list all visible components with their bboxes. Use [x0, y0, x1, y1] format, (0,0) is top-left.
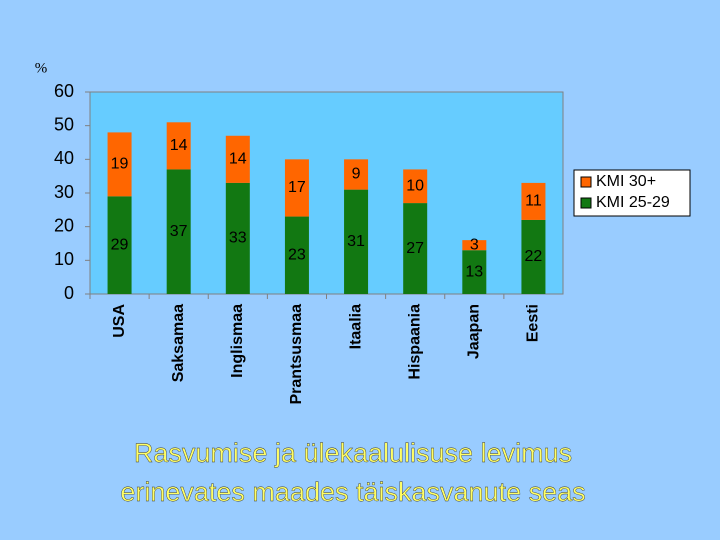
data-label: 23 — [288, 247, 306, 264]
y-axis-label: % — [35, 60, 48, 76]
data-label: 31 — [347, 233, 365, 250]
data-label: 11 — [525, 193, 542, 210]
legend-box — [573, 169, 691, 217]
data-label: 29 — [111, 236, 129, 253]
bar-segment — [462, 240, 487, 251]
legend-swatch — [580, 197, 592, 209]
bar-segment — [225, 135, 250, 183]
title-line: Rasvumise ja ülekaalulisuse levimus — [134, 438, 572, 468]
bar-segment — [521, 219, 546, 294]
bar-segment — [462, 250, 487, 294]
y-tick-label: 40 — [54, 148, 74, 168]
data-label: 37 — [170, 223, 188, 240]
x-tick-label: Itaalia — [347, 304, 364, 349]
bar-segment — [344, 159, 369, 190]
y-tick-label: 20 — [54, 215, 74, 235]
data-label: 17 — [288, 179, 306, 196]
data-label: 27 — [406, 240, 424, 257]
y-tick-label: 0 — [64, 283, 74, 303]
bar-segment — [344, 189, 369, 294]
bar-segment — [521, 182, 546, 220]
bar-segment — [166, 169, 191, 294]
data-label: 10 — [406, 177, 424, 194]
x-tick-label: Eesti — [525, 304, 542, 342]
plot-area — [89, 91, 564, 295]
y-tick-label: 30 — [54, 182, 74, 202]
data-label: 33 — [229, 230, 247, 247]
legend-swatch — [580, 176, 592, 188]
legend-label: KMI 25-29 — [596, 194, 670, 211]
y-tick-label: 10 — [54, 249, 74, 269]
x-tick-label: Saksamaa — [170, 304, 187, 382]
data-label: 22 — [525, 248, 543, 265]
bar-segment — [403, 203, 428, 294]
data-label: 19 — [111, 156, 129, 173]
x-tick-label: Prantsusmaa — [288, 304, 305, 405]
x-tick-label: USA — [111, 304, 128, 338]
data-label: 14 — [229, 151, 247, 168]
bar-segment — [166, 122, 191, 170]
data-label: 14 — [170, 137, 188, 154]
y-tick-label: 50 — [54, 114, 74, 134]
x-tick-label: Jaapan — [466, 304, 483, 359]
x-tick-label: Hispaania — [406, 304, 423, 380]
data-label: 9 — [352, 166, 361, 183]
bar-segment — [225, 182, 250, 294]
legend-label: KMI 30+ — [596, 173, 656, 190]
data-label: 13 — [465, 263, 483, 280]
y-tick-label: 60 — [54, 81, 74, 101]
data-label: 3 — [470, 236, 479, 253]
bar-segment — [284, 159, 309, 217]
bar-segment — [107, 196, 132, 294]
title-line: erinevates maades täiskasvanute seas — [120, 477, 585, 507]
bar-segment — [107, 132, 132, 197]
bar-segment — [403, 169, 428, 204]
bar-segment — [284, 216, 309, 294]
x-tick-label: Inglismaa — [229, 304, 246, 378]
